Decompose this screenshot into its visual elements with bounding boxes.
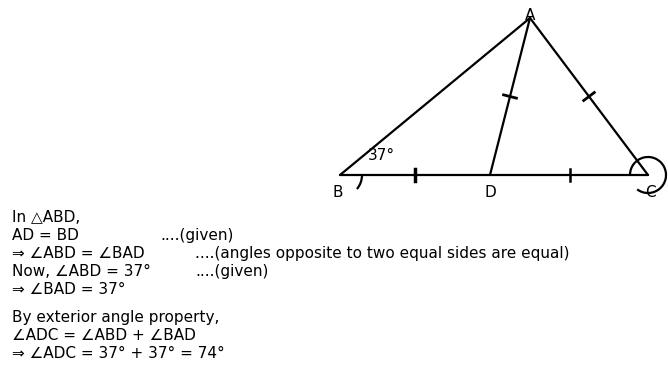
- Text: ⇒ ∠ADC = 37° + 37° = 74°: ⇒ ∠ADC = 37° + 37° = 74°: [12, 346, 224, 361]
- Text: In △ABD,: In △ABD,: [12, 210, 80, 225]
- Text: ....(given): ....(given): [160, 228, 233, 243]
- Text: ....(angles opposite to two equal sides are equal): ....(angles opposite to two equal sides …: [195, 246, 570, 261]
- Text: ⇒ ∠ABD = ∠BAD: ⇒ ∠ABD = ∠BAD: [12, 246, 145, 261]
- Text: AD = BD: AD = BD: [12, 228, 79, 243]
- Text: ∠ADC = ∠ABD + ∠BAD: ∠ADC = ∠ABD + ∠BAD: [12, 328, 196, 343]
- Text: C: C: [645, 185, 655, 200]
- Text: D: D: [484, 185, 496, 200]
- Text: ....(given): ....(given): [195, 264, 269, 279]
- Text: B: B: [333, 185, 343, 200]
- Text: By exterior angle property,: By exterior angle property,: [12, 310, 219, 325]
- Text: ⇒ ∠BAD = 37°: ⇒ ∠BAD = 37°: [12, 282, 126, 297]
- Text: 37°: 37°: [368, 148, 395, 163]
- Text: A: A: [525, 8, 535, 23]
- Text: Now, ∠ABD = 37°: Now, ∠ABD = 37°: [12, 264, 151, 279]
